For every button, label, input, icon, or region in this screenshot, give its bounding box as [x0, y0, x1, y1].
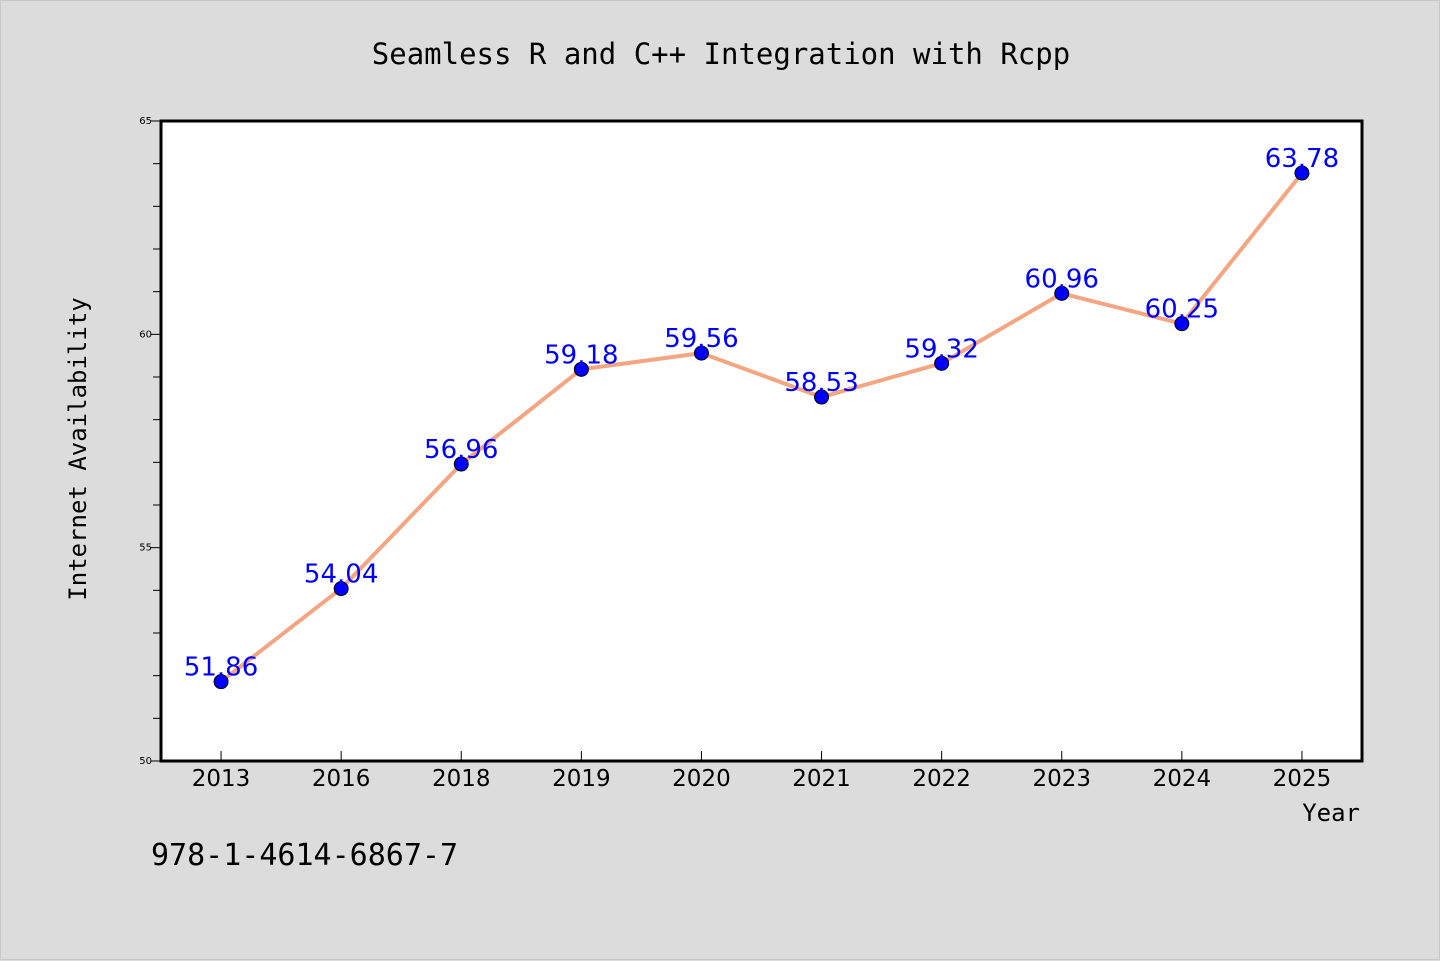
data-label: 56.96	[424, 435, 498, 465]
x-tick-label: 2022	[912, 766, 971, 792]
data-label: 54.04	[304, 560, 378, 590]
x-tick-label: 2024	[1153, 766, 1212, 792]
data-point	[1054, 285, 1070, 301]
x-tick-label: 2023	[1032, 766, 1091, 792]
x-tick-label: 2013	[192, 766, 251, 792]
y-axis-label: Internet Availability	[64, 297, 92, 600]
data-point	[333, 581, 349, 597]
data-point	[814, 389, 830, 405]
plot-area	[159, 119, 1364, 763]
data-point	[1294, 165, 1310, 181]
y-tick-label: 55	[139, 543, 152, 554]
x-axis-label: Year	[1302, 799, 1360, 827]
data-label: 60.96	[1025, 264, 1099, 294]
data-label: 59.32	[904, 334, 978, 364]
chart-title: Seamless R and C++ Integration with Rcpp	[372, 37, 1070, 71]
y-tick-label: 50	[139, 756, 152, 767]
x-axis: 2013 2016 2018 2019 2020 2021 2022 2023 2024 2025	[192, 751, 1331, 792]
x-tick-label: 2021	[792, 766, 851, 792]
y-axis: 50 55 60 65	[139, 116, 161, 767]
series-line	[219, 171, 1304, 684]
data-label: 58.53	[784, 368, 858, 398]
data-point	[934, 355, 950, 371]
data-label: 59.18	[544, 340, 618, 370]
x-tick-label: 2020	[672, 766, 731, 792]
y-tick-label: 65	[139, 116, 152, 127]
data-point	[573, 361, 589, 377]
x-tick-label: 2016	[312, 766, 371, 792]
data-point	[693, 345, 709, 361]
y-tick-label: 60	[139, 329, 152, 340]
data-point	[1174, 316, 1190, 332]
data-label: 51.86	[184, 653, 258, 683]
data-point	[453, 456, 469, 472]
x-tick-label: 2025	[1273, 766, 1332, 792]
x-tick-label: 2018	[432, 766, 491, 792]
data-series: 51.86 54.04 56.96 59.18 59.56 58.53 59.32 60.96…	[184, 144, 1339, 690]
data-label: 60.25	[1145, 295, 1219, 325]
data-label: 59.56	[664, 324, 738, 354]
x-tick-label: 2019	[552, 766, 611, 792]
data-point	[213, 674, 229, 690]
data-label: 63.78	[1265, 144, 1339, 174]
isbn-annotation: 978-1-4614-6867-7	[151, 838, 458, 873]
